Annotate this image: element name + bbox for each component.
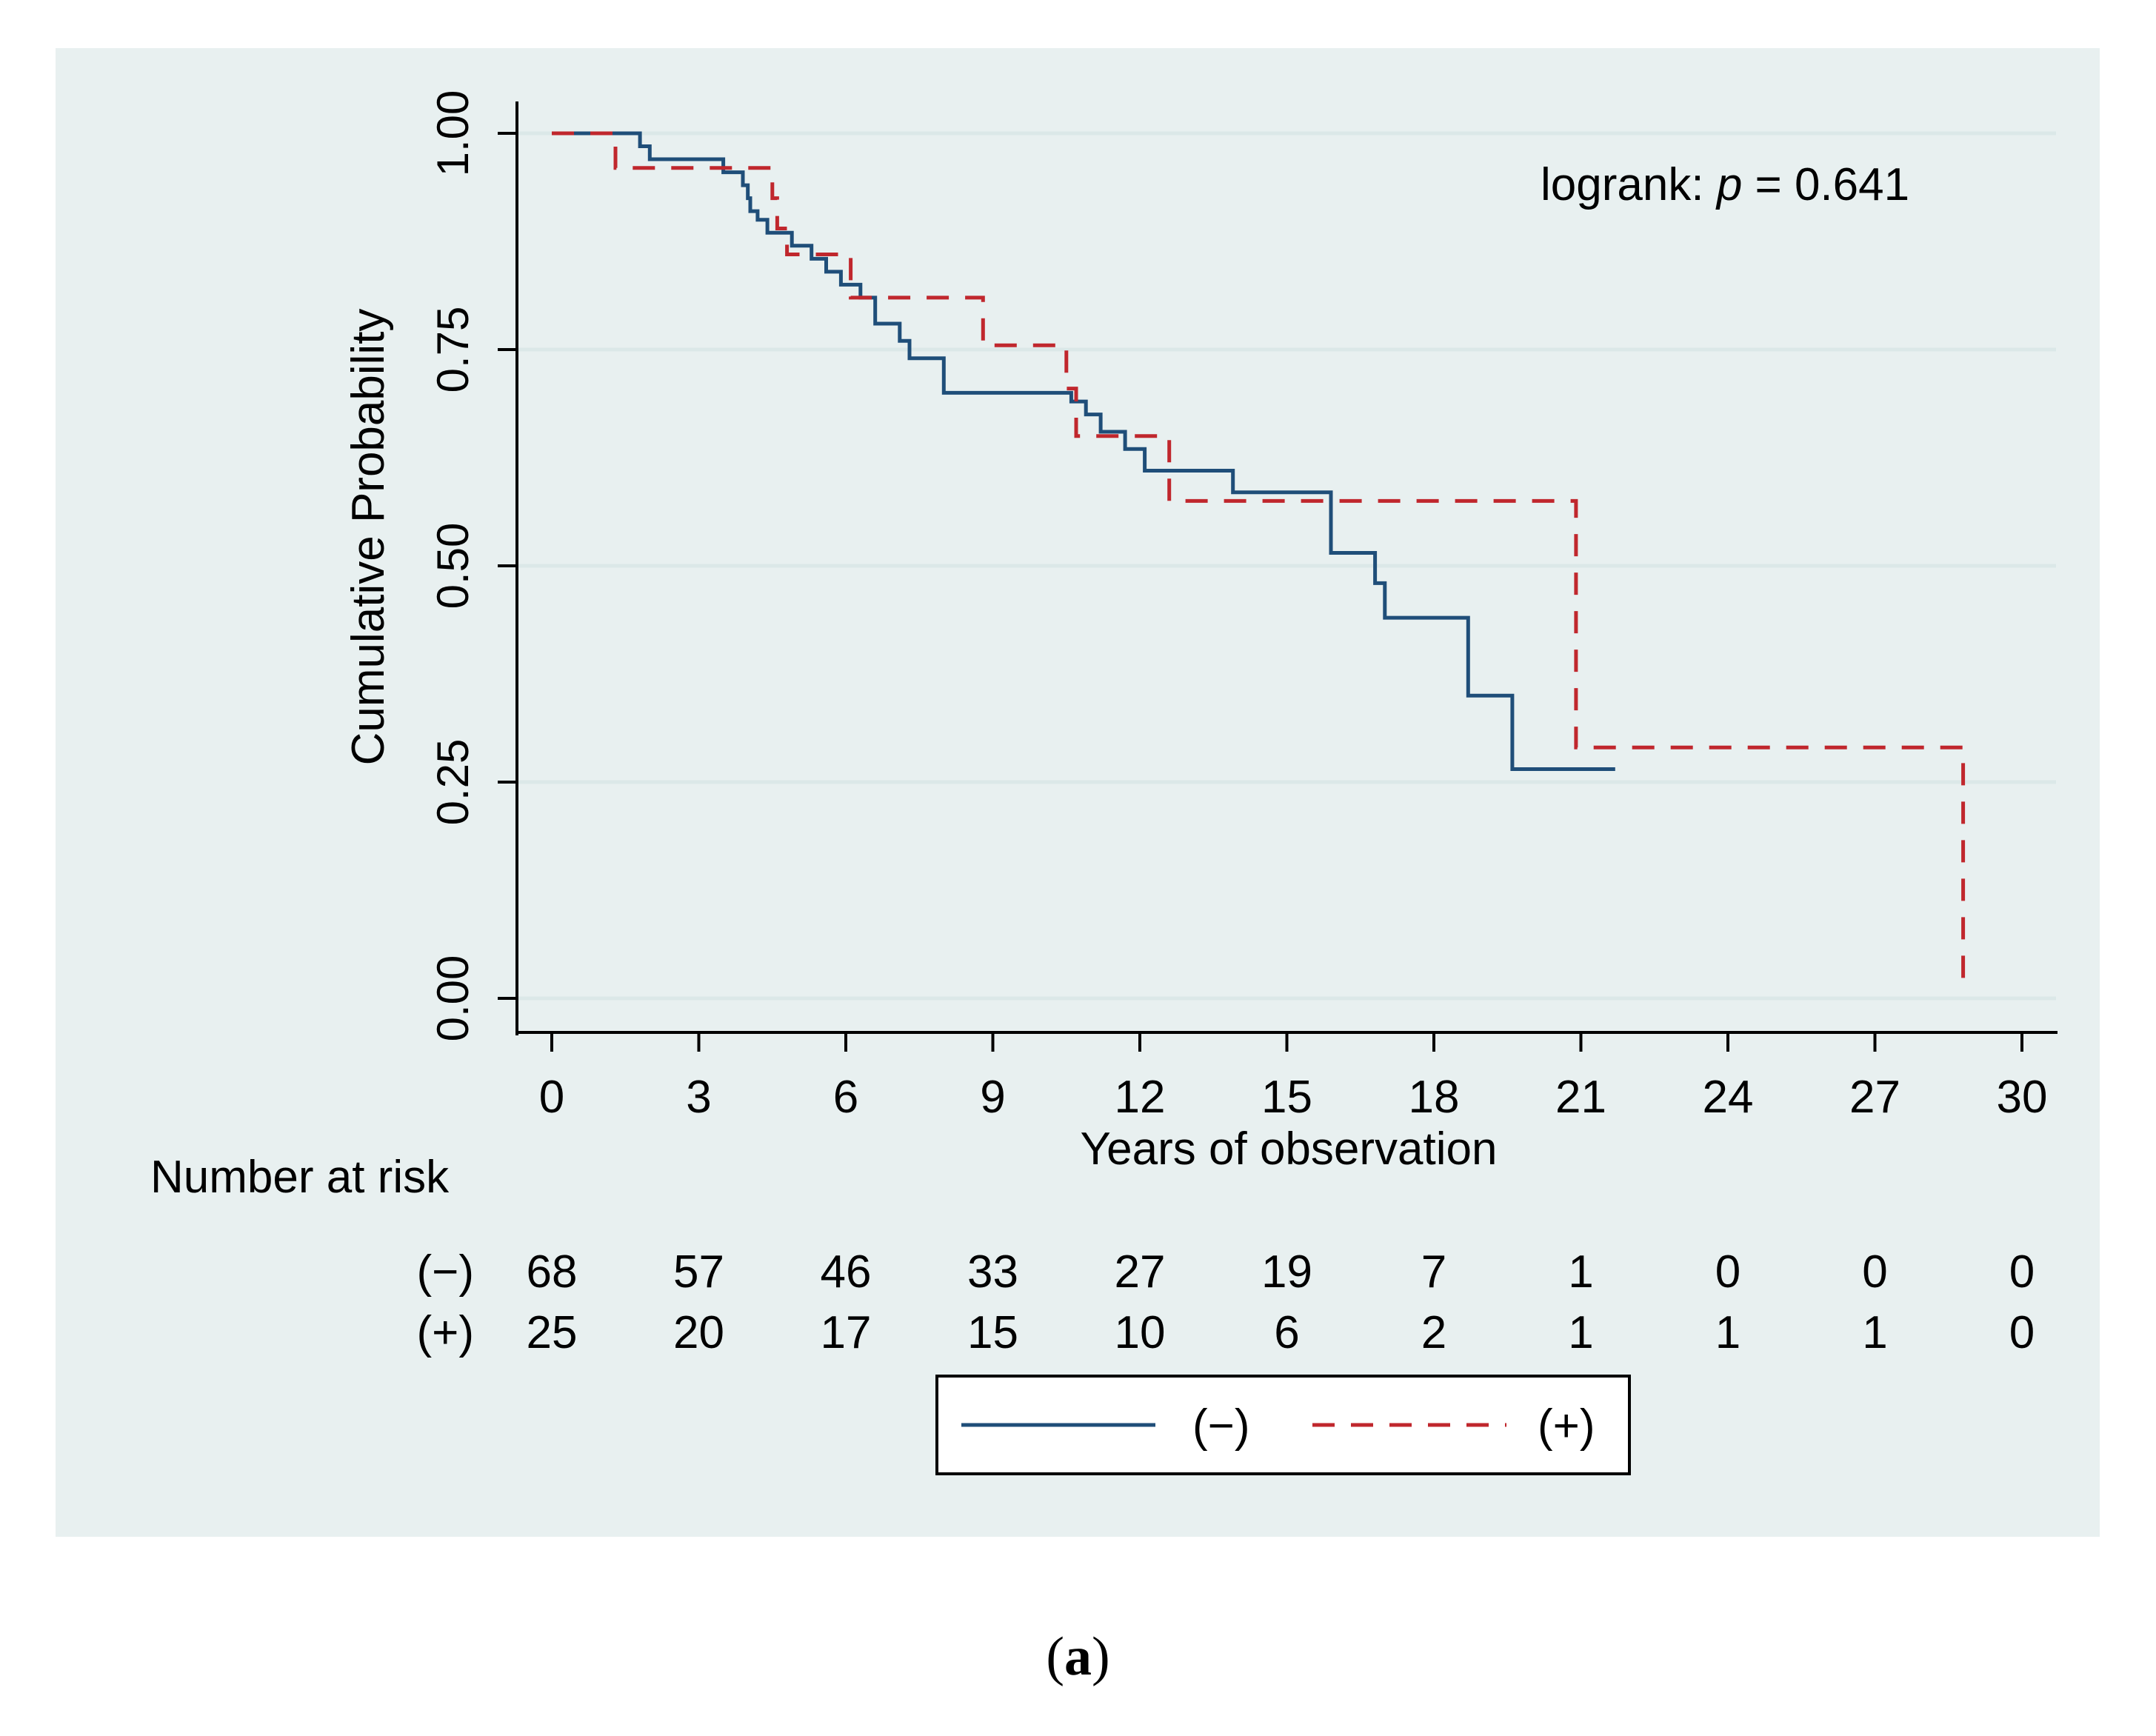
risk-cell: 33	[967, 1246, 1018, 1298]
x-tick-label: 0	[539, 1072, 564, 1123]
risk-cell: 20	[673, 1307, 724, 1358]
logrank-value: = 0.641	[1742, 159, 1909, 210]
y-tick-label: 0.75	[428, 307, 478, 393]
risk-cell: 0	[2009, 1307, 2035, 1358]
risk-cell: 46	[821, 1246, 872, 1298]
risk-cell: 0	[2009, 1246, 2035, 1298]
risk-cell: 25	[527, 1307, 578, 1358]
x-tick-label: 30	[1997, 1072, 2048, 1123]
x-tick-label: 15	[1261, 1072, 1312, 1123]
risk-cell: 0	[1715, 1246, 1741, 1298]
risk-cell: 68	[527, 1246, 578, 1298]
x-tick-label: 24	[1703, 1072, 1754, 1123]
legend-label-neg: (−)	[1192, 1401, 1250, 1452]
x-axis-label: Years of observation	[1081, 1124, 1498, 1175]
series-neg-curve	[552, 131, 1615, 771]
risk-cell: 17	[821, 1307, 872, 1358]
risk-cell: 1	[1568, 1307, 1593, 1358]
y-tick-label: 0.25	[428, 739, 478, 826]
y-tick-label: 0.00	[428, 955, 478, 1042]
series-pos-curve	[552, 131, 1966, 995]
legend: (−) (+)	[935, 1375, 1631, 1475]
axes: Years of observation Cumulative Probabil…	[343, 101, 2057, 1175]
risk-cell: 1	[1862, 1307, 1887, 1358]
logrank-p: p	[1715, 159, 1742, 210]
risk-cell: 27	[1115, 1246, 1166, 1298]
risk-cell: 57	[673, 1246, 724, 1298]
x-tick-label: 3	[686, 1072, 711, 1123]
risk-cell: 0	[1862, 1246, 1887, 1298]
figure-panel	[56, 48, 2100, 1537]
risk-cell: 7	[1421, 1246, 1446, 1298]
risk-table: Number at risk (−) 68 57 46 33 27 19 7 1 0 0 0(+) 25…	[150, 1152, 2035, 1358]
caption-letter: a	[1064, 1626, 1092, 1687]
figure-caption: (a)	[1046, 1626, 1110, 1687]
risk-cell: 1	[1568, 1246, 1593, 1298]
risk-cell: 19	[1261, 1246, 1312, 1298]
x-tick-label: 21	[1555, 1072, 1606, 1123]
risk-table-title: Number at risk	[150, 1152, 450, 1203]
risk-cell: 10	[1115, 1307, 1166, 1358]
risk-cell: 6	[1274, 1307, 1299, 1358]
x-tick-label: 6	[833, 1072, 858, 1123]
risk-row-label: (+)	[417, 1307, 475, 1358]
legend-label-pos: (+)	[1538, 1401, 1595, 1452]
y-tick-label: 0.50	[428, 523, 478, 610]
x-tick-label: 12	[1115, 1072, 1166, 1123]
x-tick-label: 18	[1409, 1072, 1460, 1123]
x-tick-label: 9	[980, 1072, 1005, 1123]
risk-cell: 2	[1421, 1307, 1446, 1358]
tick-labels: 0.00 0.25 0.50 0.75 1.00 0 3 6 9 12 15 18 21 24 27 30	[428, 90, 2047, 1123]
logrank-annotation: logrank: p = 0.641	[1541, 159, 1909, 210]
gridlines	[518, 131, 2056, 1001]
y-tick-label: 1.00	[428, 90, 478, 177]
risk-cell: 15	[967, 1307, 1018, 1358]
logrank-prefix: logrank:	[1541, 159, 1717, 210]
risk-cell: 1	[1715, 1307, 1741, 1358]
x-tick-label: 27	[1849, 1072, 1900, 1123]
risk-row-label: (−)	[417, 1246, 475, 1298]
y-axis-label: Cumulative Probability	[343, 309, 394, 766]
survival-curves	[552, 131, 1966, 995]
